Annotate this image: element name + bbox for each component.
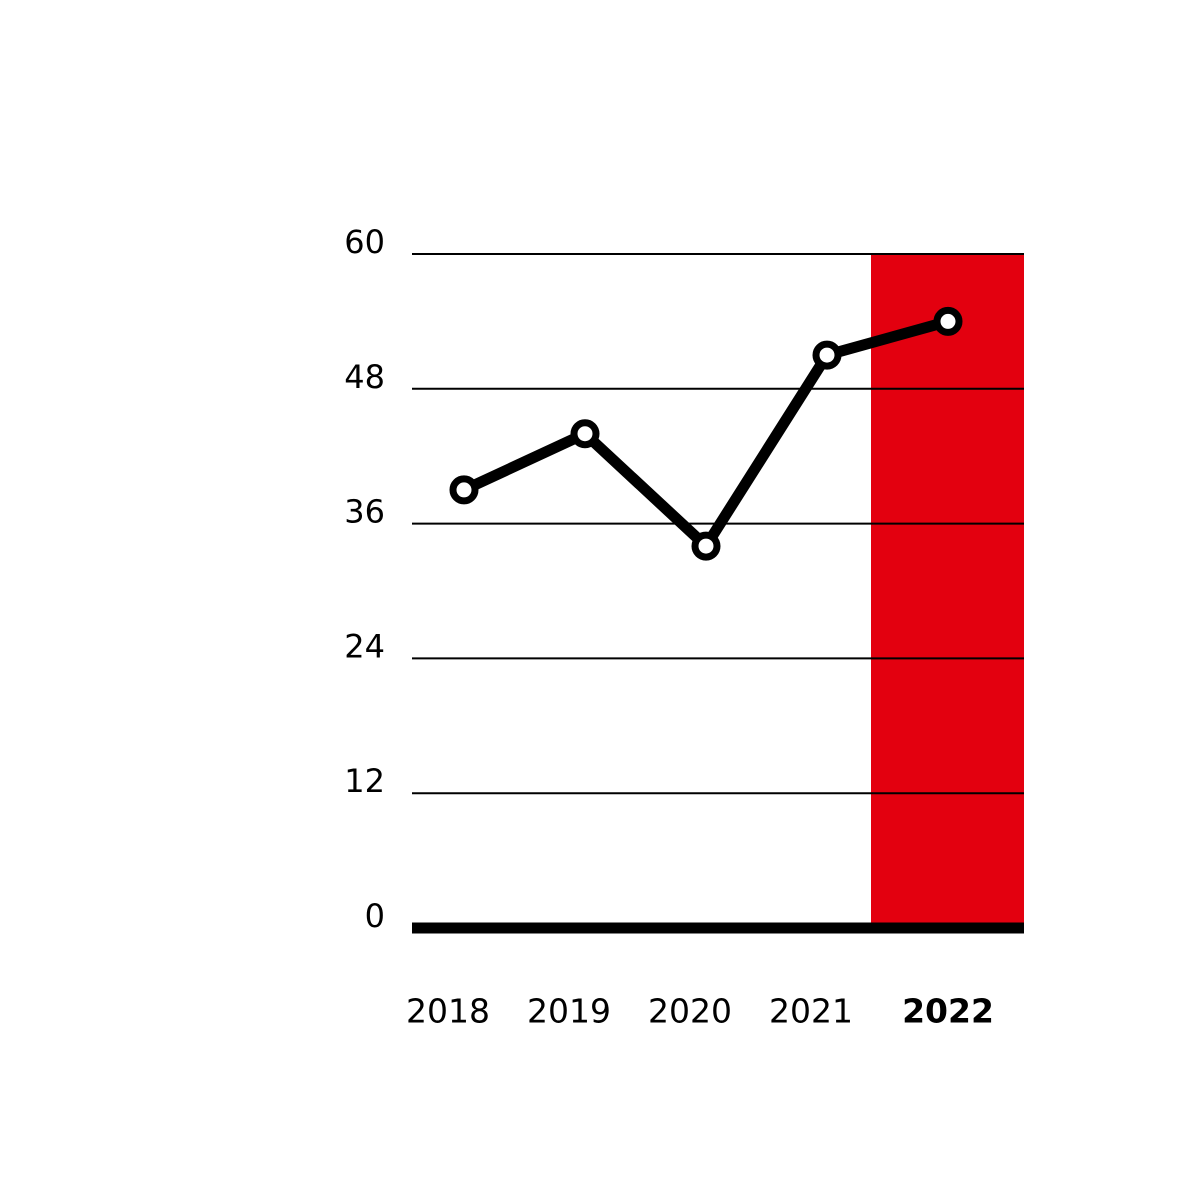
highlight-band [871, 254, 1024, 928]
x-tick-label: 2020 [648, 992, 732, 1031]
marker [691, 531, 721, 561]
y-tick-label: 12 [344, 762, 385, 800]
marker [812, 340, 842, 370]
y-tick-label: 36 [344, 493, 385, 531]
marker [933, 306, 963, 336]
y-tick-label: 48 [344, 358, 385, 396]
y-tick-label: 24 [344, 627, 385, 665]
marker [449, 475, 479, 505]
y-tick-label: 0 [365, 897, 385, 935]
x-tick-label: 2021 [769, 992, 853, 1031]
x-tick-label: 2018 [406, 992, 490, 1031]
marker [570, 419, 600, 449]
x-tick-label: 2022 [902, 992, 994, 1031]
y-tick-label: 60 [344, 223, 385, 261]
x-tick-label: 2019 [527, 992, 611, 1031]
